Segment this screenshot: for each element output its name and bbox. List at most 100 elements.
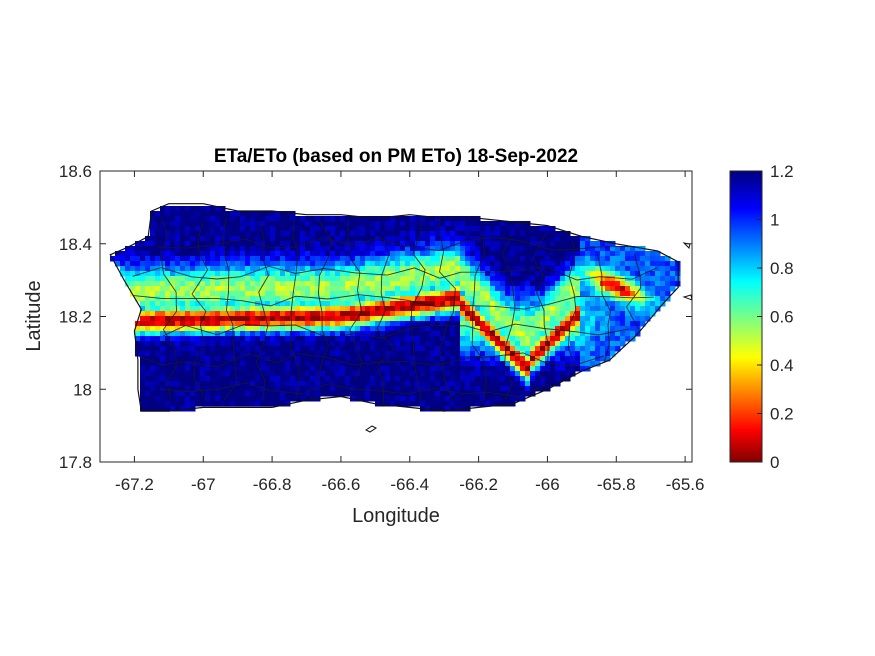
map-pixel bbox=[225, 236, 231, 242]
map-pixel bbox=[185, 346, 191, 352]
map-pixel bbox=[255, 231, 261, 237]
map-pixel bbox=[400, 366, 406, 372]
map-pixel bbox=[215, 221, 221, 227]
map-pixel bbox=[365, 276, 371, 282]
map-pixel bbox=[235, 241, 241, 247]
map-pixel bbox=[465, 401, 471, 407]
map-pixel bbox=[540, 241, 546, 247]
map-pixel bbox=[405, 366, 411, 372]
map-pixel bbox=[450, 226, 456, 232]
map-pixel bbox=[590, 321, 596, 327]
map-pixel bbox=[550, 241, 556, 247]
map-pixel bbox=[370, 366, 376, 372]
map-pixel bbox=[625, 256, 631, 262]
map-pixel bbox=[540, 316, 546, 322]
map-pixel bbox=[430, 346, 436, 352]
map-pixel bbox=[290, 316, 296, 322]
map-pixel bbox=[385, 291, 391, 297]
map-pixel bbox=[465, 271, 471, 277]
map-pixel bbox=[130, 246, 136, 252]
map-pixel bbox=[525, 356, 531, 362]
map-pixel bbox=[630, 331, 636, 337]
map-pixel bbox=[315, 301, 321, 307]
map-pixel bbox=[465, 291, 471, 297]
map-pixel bbox=[405, 311, 411, 317]
map-pixel bbox=[240, 286, 246, 292]
map-pixel bbox=[515, 271, 521, 277]
map-pixel bbox=[460, 261, 466, 267]
map-pixel bbox=[420, 331, 426, 337]
map-pixel bbox=[215, 381, 221, 387]
map-pixel bbox=[155, 381, 161, 387]
map-pixel bbox=[300, 241, 306, 247]
map-pixel bbox=[510, 371, 516, 377]
map-pixel bbox=[455, 316, 461, 322]
map-pixel bbox=[450, 361, 456, 367]
map-pixel bbox=[165, 391, 171, 397]
map-pixel bbox=[475, 356, 481, 362]
map-pixel bbox=[185, 391, 191, 397]
map-pixel bbox=[285, 366, 291, 372]
map-pixel bbox=[515, 356, 521, 362]
map-pixel bbox=[505, 256, 511, 262]
map-pixel bbox=[435, 366, 441, 372]
map-pixel bbox=[340, 386, 346, 392]
map-pixel bbox=[175, 231, 181, 237]
map-pixel bbox=[470, 261, 476, 267]
map-pixel bbox=[365, 396, 371, 402]
map-pixel bbox=[490, 331, 496, 337]
map-pixel bbox=[355, 311, 361, 317]
map-pixel bbox=[335, 246, 341, 252]
map-pixel bbox=[510, 231, 516, 237]
map-pixel bbox=[195, 266, 201, 272]
map-pixel bbox=[305, 321, 311, 327]
map-pixel bbox=[500, 386, 506, 392]
map-pixel bbox=[435, 281, 441, 287]
map-pixel bbox=[530, 301, 536, 307]
map-pixel bbox=[355, 271, 361, 277]
map-pixel bbox=[365, 346, 371, 352]
map-pixel bbox=[420, 386, 426, 392]
map-pixel bbox=[270, 221, 276, 227]
map-pixel bbox=[185, 356, 191, 362]
map-pixel bbox=[335, 261, 341, 267]
map-pixel bbox=[265, 256, 271, 262]
map-pixel bbox=[195, 306, 201, 312]
map-pixel bbox=[410, 366, 416, 372]
map-pixel bbox=[235, 296, 241, 302]
map-pixel bbox=[480, 266, 486, 272]
map-pixel bbox=[345, 356, 351, 362]
map-pixel bbox=[445, 306, 451, 312]
map-pixel bbox=[455, 366, 461, 372]
map-pixel bbox=[495, 361, 501, 367]
map-pixel bbox=[235, 351, 241, 357]
map-pixel bbox=[235, 331, 241, 337]
map-pixel bbox=[400, 261, 406, 267]
map-pixel bbox=[175, 346, 181, 352]
map-pixel bbox=[460, 256, 466, 262]
map-pixel bbox=[465, 346, 471, 352]
map-pixel bbox=[660, 296, 666, 302]
map-pixel bbox=[580, 236, 586, 242]
map-pixel bbox=[395, 331, 401, 337]
map-pixel bbox=[575, 341, 581, 347]
map-pixel bbox=[155, 386, 161, 392]
map-pixel bbox=[135, 256, 141, 262]
map-pixel bbox=[575, 346, 581, 352]
colorbar-tick-label: 0 bbox=[770, 453, 779, 472]
map-pixel bbox=[450, 346, 456, 352]
map-pixel bbox=[310, 346, 316, 352]
map-pixel bbox=[195, 351, 201, 357]
map-pixel bbox=[435, 306, 441, 312]
map-pixel bbox=[520, 236, 526, 242]
map-pixel bbox=[365, 336, 371, 342]
map-pixel bbox=[165, 266, 171, 272]
map-pixel bbox=[195, 331, 201, 337]
map-pixel bbox=[475, 271, 481, 277]
map-pixel bbox=[585, 236, 591, 242]
map-pixel bbox=[140, 371, 146, 377]
map-pixel bbox=[520, 226, 526, 232]
municipality-boundary bbox=[133, 294, 654, 310]
map-pixel bbox=[505, 311, 511, 317]
map-pixel bbox=[505, 306, 511, 312]
